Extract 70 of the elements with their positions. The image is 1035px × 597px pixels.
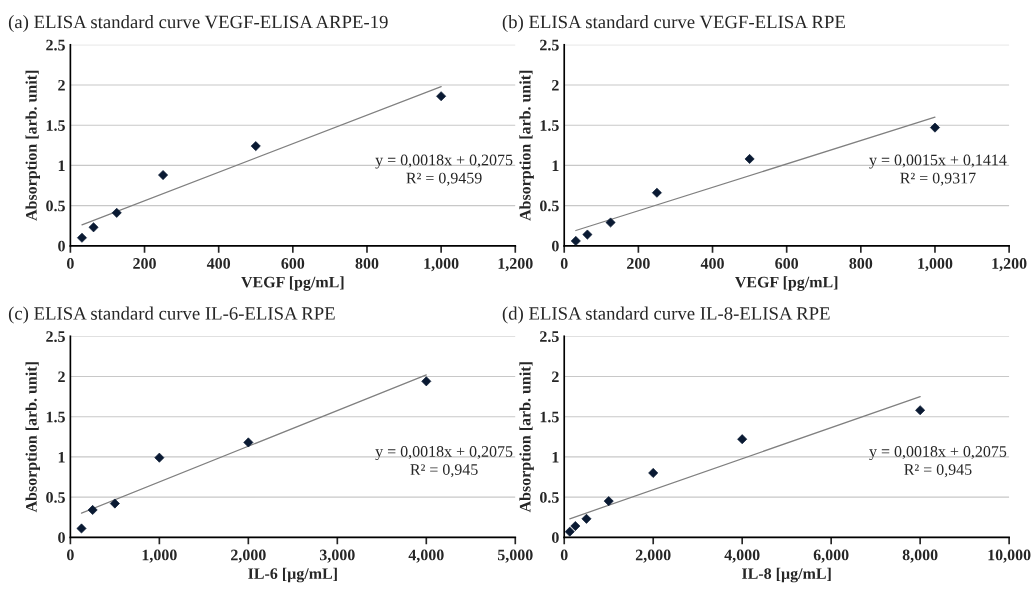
y-tick-label: 2 bbox=[552, 371, 559, 383]
x-tick-label: 3,000 bbox=[319, 549, 355, 563]
x-tick-label: 2,000 bbox=[635, 549, 671, 563]
chart-title: (a) ELISA standard curve VEGF-ELISA ARPE-19 bbox=[8, 15, 388, 33]
x-tick-label: 10,000 bbox=[988, 549, 1031, 563]
annotation: y = 0,0015x + 0,1414 bbox=[869, 154, 1007, 169]
x-tick-label: 400 bbox=[206, 258, 231, 269]
y-tick-label: 0 bbox=[551, 240, 559, 252]
y-tick-label: 0.5 bbox=[540, 492, 559, 503]
annotation: y = 0,0018x + 0,2075 bbox=[375, 446, 513, 461]
x-tick-label: 200 bbox=[133, 258, 156, 269]
x-tick-label: 400 bbox=[700, 258, 724, 269]
y-tick-label: 0 bbox=[58, 532, 65, 543]
y-tick-label: 2.5 bbox=[540, 331, 559, 343]
x-tick-label: 4,000 bbox=[408, 549, 444, 563]
chart-title: (d) ELISA standard curve IL-8-ELISA RPE bbox=[502, 306, 830, 324]
y-tick-label: 2 bbox=[552, 79, 559, 91]
y-tick-label: 1 bbox=[58, 160, 65, 171]
x-axis-title: VEGF [pg/mL] bbox=[241, 276, 344, 291]
x-tick-label: 200 bbox=[627, 258, 650, 269]
y-tick-label: 2 bbox=[58, 371, 65, 383]
annotation: R² = 0,9317 bbox=[900, 172, 976, 186]
y-tick-label: 2.5 bbox=[540, 39, 559, 51]
x-axis-title: IL-6 [µg/mL] bbox=[248, 567, 337, 583]
x-tick-label: 600 bbox=[775, 258, 799, 269]
x-tick-label: 6,000 bbox=[813, 549, 849, 563]
x-tick-label: 0 bbox=[560, 549, 568, 561]
y-tick-label: 0 bbox=[551, 532, 559, 543]
y-tick-label: 0.5 bbox=[46, 200, 65, 212]
y-axis-title: Absorption [arb. unit] bbox=[25, 362, 40, 513]
y-tick-label: 1.5 bbox=[46, 411, 65, 423]
y-tick-label: 0.5 bbox=[540, 200, 559, 212]
x-tick-label: 5,000 bbox=[497, 549, 533, 563]
annotation: y = 0,0018x + 0,2075 bbox=[869, 446, 1007, 461]
y-axis-title: Absorption [arb. unit] bbox=[519, 70, 534, 221]
y-tick-label: 1.5 bbox=[540, 120, 559, 131]
y-tick-label: 2.5 bbox=[46, 331, 65, 343]
x-tick-label: 1,000 bbox=[142, 549, 177, 563]
x-tick-label: 1,000 bbox=[424, 258, 459, 272]
x-tick-label: 1,200 bbox=[992, 258, 1027, 272]
chart-title: (c) ELISA standard curve IL-6-ELISA RPE bbox=[8, 306, 335, 324]
x-tick-label: 0 bbox=[67, 549, 74, 561]
annotation: R² = 0,9459 bbox=[406, 172, 482, 186]
x-tick-label: 0 bbox=[67, 258, 74, 269]
x-tick-label: 800 bbox=[355, 258, 379, 269]
x-axis-title: VEGF [pg/mL] bbox=[735, 276, 838, 291]
annotation: y = 0,0018x + 0,2075 bbox=[375, 154, 513, 169]
y-tick-label: 2 bbox=[58, 79, 65, 91]
x-tick-label: 800 bbox=[849, 258, 873, 269]
y-tick-label: 0.5 bbox=[46, 492, 65, 503]
y-tick-label: 1 bbox=[552, 451, 559, 463]
x-tick-label: 1,200 bbox=[498, 258, 533, 272]
y-tick-label: 1.5 bbox=[46, 120, 65, 131]
annotation: R² = 0,945 bbox=[904, 464, 972, 478]
annotation: R² = 0,945 bbox=[410, 464, 478, 478]
y-tick-label: 0 bbox=[58, 240, 65, 252]
chart-title: (b) ELISA standard curve VEGF-ELISA RPE bbox=[502, 15, 845, 33]
x-tick-label: 8,000 bbox=[902, 549, 938, 563]
y-tick-label: 1 bbox=[58, 451, 65, 463]
y-tick-label: 2.5 bbox=[46, 39, 65, 51]
x-tick-label: 600 bbox=[281, 258, 305, 269]
x-axis-title: IL-8 [µg/mL] bbox=[742, 567, 831, 583]
x-tick-label: 4,000 bbox=[724, 549, 760, 563]
y-tick-label: 1.5 bbox=[540, 411, 559, 423]
y-tick-label: 1 bbox=[552, 160, 559, 171]
y-axis-title: Absorption [arb. unit] bbox=[25, 70, 40, 221]
x-tick-label: 0 bbox=[560, 258, 568, 269]
x-tick-label: 1,000 bbox=[918, 258, 953, 272]
y-axis-title: Absorption [arb. unit] bbox=[519, 362, 534, 513]
x-tick-label: 2,000 bbox=[231, 549, 266, 563]
